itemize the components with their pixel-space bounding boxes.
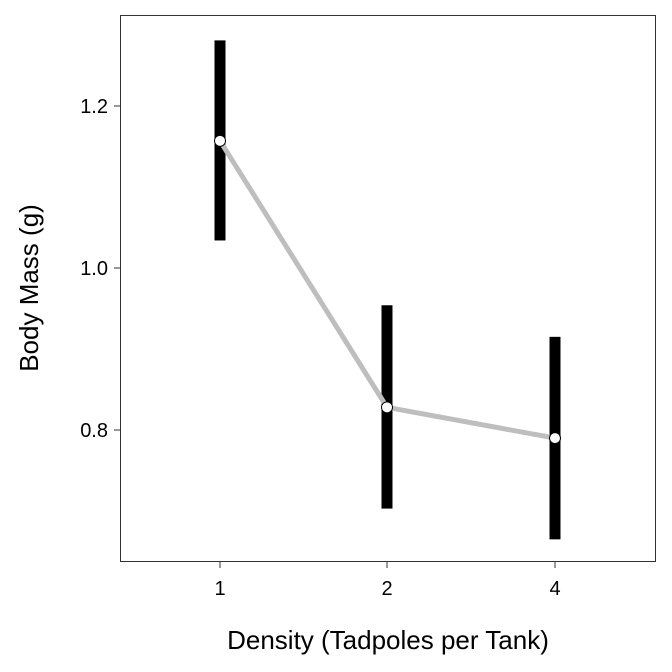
data-point [381, 401, 393, 414]
x-tick-label: 2 [381, 578, 392, 600]
x-axis: 1 2 4 [214, 562, 561, 600]
y-axis-title: Body Mass (g) [14, 204, 44, 372]
plot-marks [214, 40, 561, 540]
y-tick-label: 0.8 [80, 420, 108, 442]
y-tick-label: 1.2 [80, 96, 108, 118]
data-point [214, 134, 226, 147]
x-tick-label: 1 [214, 578, 225, 600]
x-tick-label: 4 [549, 578, 560, 600]
y-axis: 0.8 1.0 1.2 [80, 96, 120, 442]
y-tick-label: 1.0 [80, 258, 108, 280]
data-point [549, 432, 561, 445]
x-axis-title: Density (Tadpoles per Tank) [227, 625, 549, 655]
